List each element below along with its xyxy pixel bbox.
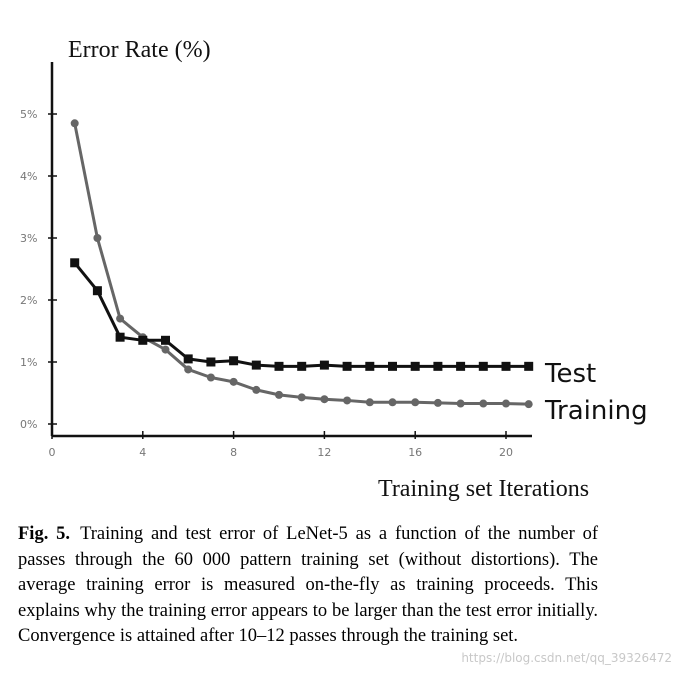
data-point-training <box>206 373 215 382</box>
y-tick-label: 2% <box>20 294 37 307</box>
y-tick-label: 3% <box>20 232 37 245</box>
data-point-test <box>183 354 193 364</box>
x-tick-label: 12 <box>317 446 331 459</box>
watermark: https://blog.csdn.net/qq_39326472 <box>461 651 672 665</box>
x-tick-label: 16 <box>408 446 422 459</box>
data-point-training <box>411 398 420 407</box>
x-tick-label: 0 <box>49 446 56 459</box>
data-point-training <box>456 399 465 408</box>
caption-text: Training and test error of LeNet-5 as a … <box>18 524 598 646</box>
data-point-test <box>161 335 170 345</box>
data-point-test <box>138 335 148 345</box>
data-point-training <box>433 398 442 407</box>
data-point-training <box>184 365 193 374</box>
y-axis-label: Error Rate (%) <box>68 37 211 63</box>
data-point-test <box>115 332 125 342</box>
data-point-test <box>206 357 216 367</box>
data-point-training <box>161 345 170 354</box>
x-tick-label: 8 <box>230 446 237 459</box>
y-tick-label: 4% <box>20 170 37 183</box>
data-point-test <box>501 361 511 371</box>
data-point-test <box>251 360 261 370</box>
data-point-training <box>502 399 510 408</box>
data-point-training <box>479 399 488 408</box>
data-point-training <box>365 398 374 407</box>
series-layer <box>70 119 534 409</box>
x-tick-label: 4 <box>139 446 146 459</box>
data-point-test <box>92 286 102 296</box>
data-point-test <box>478 361 488 371</box>
data-point-training <box>343 396 352 405</box>
data-point-training <box>524 400 533 409</box>
series-line-test <box>73 261 529 368</box>
data-point-test <box>319 360 329 370</box>
y-tick-label: 1% <box>20 356 37 369</box>
data-point-test <box>433 361 443 371</box>
data-point-test <box>342 361 352 371</box>
data-point-training <box>297 393 306 402</box>
x-axis-label: Training set Iterations <box>378 476 589 502</box>
figure-caption: Fig. 5. Training and test error of LeNet-… <box>18 522 598 650</box>
data-point-test <box>456 361 466 371</box>
data-point-training <box>116 314 125 323</box>
data-point-training <box>93 234 102 242</box>
data-point-test <box>365 361 375 371</box>
data-point-test <box>524 361 534 371</box>
x-tick-label: 20 <box>499 446 513 459</box>
y-tick-label: 5% <box>20 108 37 121</box>
data-point-training <box>229 377 238 386</box>
y-tick-label: 0% <box>20 418 37 431</box>
data-point-test <box>274 361 284 371</box>
series-label-training: Training <box>544 396 648 426</box>
data-point-training <box>320 395 329 404</box>
data-point-training <box>275 390 283 399</box>
data-point-training <box>388 398 397 407</box>
data-point-test <box>70 258 80 268</box>
data-point-training <box>70 119 79 128</box>
series-label-test: Test <box>544 359 596 389</box>
error-rate-chart: Error Rate (%) 0% 1% 2% 3% 4% 5% 0 4 8 12 16 20 Tes… <box>20 37 648 502</box>
data-point-test <box>410 361 420 371</box>
data-point-test <box>388 361 397 371</box>
figure-label: Fig. 5. <box>18 524 71 544</box>
data-point-test <box>229 356 239 366</box>
data-point-training <box>252 385 261 394</box>
data-point-test <box>297 361 307 371</box>
